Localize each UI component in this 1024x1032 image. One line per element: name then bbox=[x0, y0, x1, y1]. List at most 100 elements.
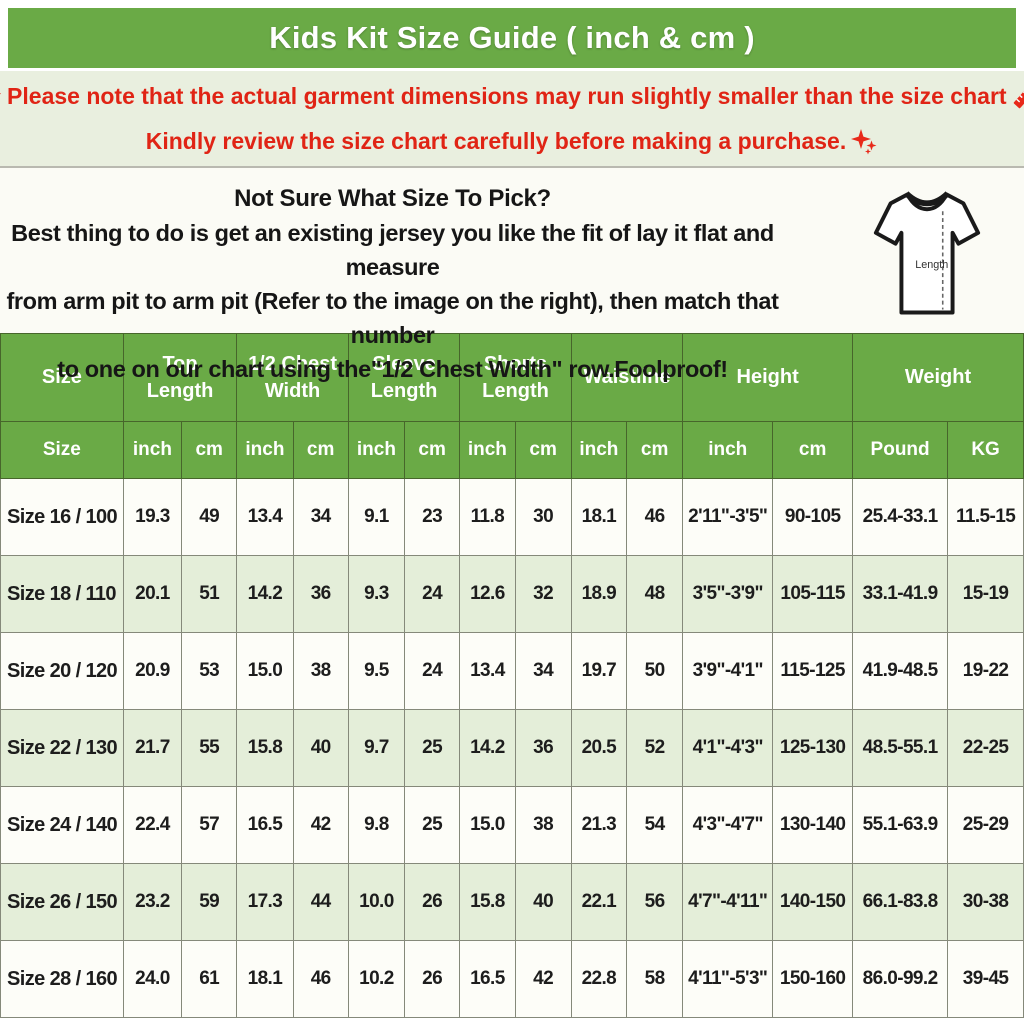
value-cell: 55.1-63.9 bbox=[852, 786, 949, 864]
value-cell: 4'3"-4'7" bbox=[682, 786, 774, 864]
value-cell: 15.0 bbox=[236, 632, 294, 710]
value-cell: 55 bbox=[181, 709, 238, 787]
value-cell: 24 bbox=[404, 632, 461, 710]
table-row: Size 22 / 130 21.7 55 15.8 40 9.7 25 14.2 36 20.5… bbox=[0, 709, 1024, 787]
column-subheader: KG bbox=[947, 421, 1024, 479]
notice-text-2: Kindly review the size chart carefully b… bbox=[145, 127, 847, 154]
value-cell: 16.5 bbox=[459, 940, 516, 1018]
value-cell: 49 bbox=[181, 478, 238, 556]
column-group-header: Size bbox=[0, 333, 124, 422]
notice-line-1: Please note that the actual garment dime… bbox=[0, 74, 1024, 119]
size-cell: Size 26 / 150 bbox=[0, 863, 124, 941]
column-group-header: Waistline bbox=[570, 333, 684, 422]
size-cell: Size 18 / 110 bbox=[0, 555, 124, 633]
value-cell: 44 bbox=[292, 863, 349, 941]
instructions-heading: Not Sure What Size To Pick? bbox=[234, 185, 551, 212]
value-cell: 22.4 bbox=[122, 786, 183, 864]
column-subheader: Size bbox=[0, 421, 124, 479]
value-cell: 105-115 bbox=[772, 555, 854, 633]
value-cell: 2'11"-3'5" bbox=[682, 478, 774, 556]
value-cell: 19-22 bbox=[947, 632, 1024, 710]
size-cell: Size 20 / 120 bbox=[0, 632, 124, 710]
value-cell: 30-38 bbox=[947, 863, 1024, 941]
value-cell: 20.1 bbox=[122, 555, 183, 633]
value-cell: 21.3 bbox=[570, 786, 627, 864]
column-group-header: 1/2 Chest Width bbox=[236, 333, 349, 422]
value-cell: 57 bbox=[181, 786, 238, 864]
value-cell: 86.0-99.2 bbox=[852, 940, 949, 1018]
size-cell: Size 16 / 100 bbox=[0, 478, 124, 556]
value-cell: 50 bbox=[625, 632, 684, 710]
value-cell: 46 bbox=[292, 940, 349, 1018]
value-cell: 25 bbox=[404, 709, 461, 787]
value-cell: 48 bbox=[625, 555, 684, 633]
value-cell: 4'11"-5'3" bbox=[682, 940, 774, 1018]
value-cell: 53 bbox=[181, 632, 238, 710]
value-cell: 23 bbox=[404, 478, 461, 556]
value-cell: 125-130 bbox=[772, 709, 854, 787]
value-cell: 36 bbox=[292, 555, 349, 633]
value-cell: 48.5-55.1 bbox=[852, 709, 949, 787]
value-cell: 24.0 bbox=[122, 940, 183, 1018]
value-cell: 16.5 bbox=[236, 786, 294, 864]
page-title: Kids Kit Size Guide ( inch & cm ) bbox=[269, 20, 755, 55]
size-cell: Size 28 / 160 bbox=[0, 940, 124, 1018]
value-cell: 90-105 bbox=[772, 478, 854, 556]
value-cell: 15-19 bbox=[947, 555, 1024, 633]
column-group-header: Shorts Length bbox=[459, 333, 572, 422]
value-cell: 39-45 bbox=[947, 940, 1024, 1018]
value-cell: 19.7 bbox=[570, 632, 627, 710]
value-cell: 61 bbox=[181, 940, 238, 1018]
column-subheader: cm bbox=[292, 421, 349, 479]
column-subheader: inch bbox=[347, 421, 406, 479]
value-cell: 9.3 bbox=[347, 555, 406, 633]
value-cell: 17.3 bbox=[236, 863, 294, 941]
column-group-header: Sleeve Length bbox=[347, 333, 461, 422]
value-cell: 34 bbox=[292, 478, 349, 556]
value-cell: 56 bbox=[625, 863, 684, 941]
table-row: Size 20 / 120 20.9 53 15.0 38 9.5 24 13.4 34 19.7… bbox=[0, 632, 1024, 710]
column-group-header: Weight bbox=[852, 333, 1024, 422]
value-cell: 25.4-33.1 bbox=[852, 478, 949, 556]
value-cell: 4'7"-4'11" bbox=[682, 863, 774, 941]
value-cell: 11.5-15 bbox=[947, 478, 1024, 556]
column-subheader: cm bbox=[404, 421, 461, 479]
value-cell: 54 bbox=[625, 786, 684, 864]
instructions-text: Not Sure What Size To Pick? Best thing t… bbox=[0, 182, 785, 386]
shirt-length-label: Length bbox=[915, 259, 948, 271]
value-cell: 150-160 bbox=[772, 940, 854, 1018]
value-cell: 13.4 bbox=[236, 478, 294, 556]
value-cell: 3'5"-3'9" bbox=[682, 555, 774, 633]
table-body: Size 16 / 100 19.3 49 13.4 34 9.1 23 11.8 30 18.1… bbox=[0, 478, 1024, 1018]
instructions-line: from arm pit to arm pit (Refer to the im… bbox=[6, 288, 779, 348]
value-cell: 22.8 bbox=[570, 940, 627, 1018]
value-cell: 24 bbox=[404, 555, 461, 633]
value-cell: 11.8 bbox=[459, 478, 516, 556]
value-cell: 42 bbox=[514, 940, 572, 1018]
table-group-header-row: Size Top Length 1/2 Chest Width Sleeve Leng… bbox=[0, 333, 1024, 422]
table-head: Size Top Length 1/2 Chest Width Sleeve Leng… bbox=[0, 333, 1024, 479]
value-cell: 18.1 bbox=[570, 478, 627, 556]
value-cell: 9.1 bbox=[347, 478, 406, 556]
value-cell: 40 bbox=[514, 863, 572, 941]
size-guide-page: Kids Kit Size Guide ( inch & cm ) Please… bbox=[0, 8, 1024, 1032]
value-cell: 21.7 bbox=[122, 709, 183, 787]
value-cell: 18.1 bbox=[236, 940, 294, 1018]
value-cell: 140-150 bbox=[772, 863, 854, 941]
value-cell: 42 bbox=[292, 786, 349, 864]
value-cell: 20.5 bbox=[570, 709, 627, 787]
value-cell: 15.8 bbox=[459, 863, 516, 941]
size-cell: Size 24 / 140 bbox=[0, 786, 124, 864]
value-cell: 22.1 bbox=[570, 863, 627, 941]
value-cell: 9.5 bbox=[347, 632, 406, 710]
column-subheader: inch bbox=[459, 421, 516, 479]
column-subheader: cm bbox=[181, 421, 238, 479]
value-cell: 26 bbox=[404, 940, 461, 1018]
table-row: Size 24 / 140 22.4 57 16.5 42 9.8 25 15.0 38 21.3… bbox=[0, 786, 1024, 864]
value-cell: 51 bbox=[181, 555, 238, 633]
table-row: Size 16 / 100 19.3 49 13.4 34 9.1 23 11.8 30 18.1… bbox=[0, 478, 1024, 556]
value-cell: 10.0 bbox=[347, 863, 406, 941]
sparkles-icon bbox=[850, 127, 878, 155]
value-cell: 9.8 bbox=[347, 786, 406, 864]
value-cell: 14.2 bbox=[236, 555, 294, 633]
